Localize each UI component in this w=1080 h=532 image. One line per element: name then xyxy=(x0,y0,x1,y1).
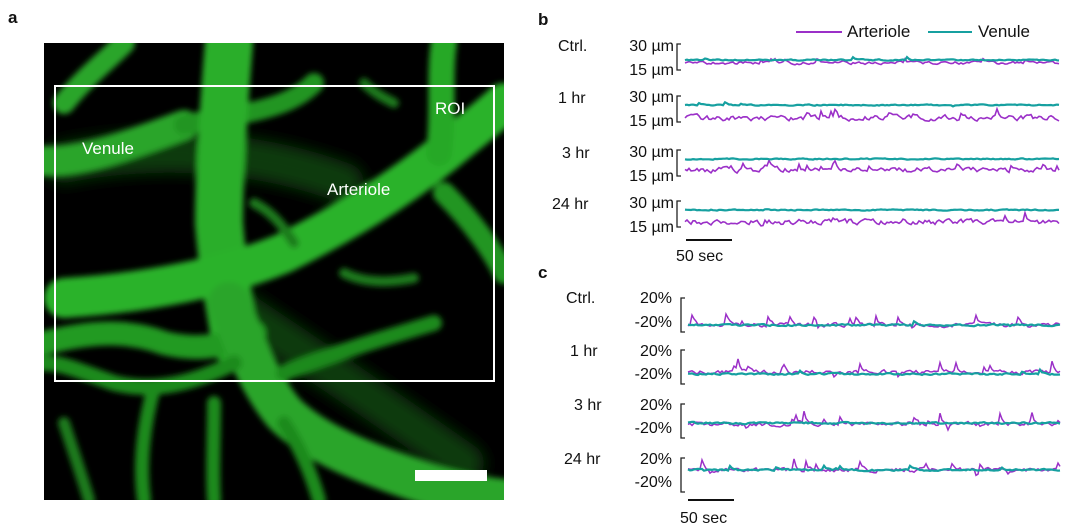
image-scale-bar xyxy=(415,470,487,481)
c-tick-bottom: -20% xyxy=(634,314,672,331)
microscopy-image: Venule Arteriole ROI xyxy=(44,43,504,500)
panel-b-letter: b xyxy=(538,10,549,29)
c-tick-top: 20% xyxy=(639,290,672,307)
b-arteriole-trace xyxy=(684,57,1060,66)
legend-venule-text: Venule xyxy=(978,22,1030,41)
legend-b xyxy=(796,31,972,33)
arteriole-label: Arteriole xyxy=(327,180,391,199)
c-venule-trace xyxy=(687,420,1061,426)
c-row-label: 3 hr xyxy=(574,397,602,414)
b-arteriole-trace xyxy=(684,158,1060,175)
c-venule-trace xyxy=(687,319,1061,328)
c-tick-top: 20% xyxy=(639,343,672,360)
b-venule-trace xyxy=(684,100,1060,108)
legend-arteriole-text: Arteriole xyxy=(847,22,911,41)
c-row-label: 1 hr xyxy=(570,343,598,360)
vessel-network xyxy=(44,43,504,500)
b-row-label: Ctrl. xyxy=(558,38,588,55)
b-tick-top: 30 µm xyxy=(629,144,674,161)
b-axis-bracket xyxy=(676,200,681,228)
b-arteriole-trace xyxy=(684,209,1060,227)
b-row-label: 24 hr xyxy=(552,196,589,213)
b-tick-top: 30 µm xyxy=(629,89,674,106)
b-tick-bottom: 15 µm xyxy=(629,168,674,185)
roi-box xyxy=(54,85,495,382)
b-tick-bottom: 15 µm xyxy=(629,62,674,79)
c-tick-top: 20% xyxy=(639,451,672,468)
c-venule-trace xyxy=(687,463,1061,473)
b-tick-top: 30 µm xyxy=(629,195,674,212)
b-arteriole-trace xyxy=(684,106,1060,123)
b-axis-bracket xyxy=(676,149,681,177)
c-axis-bracket xyxy=(680,349,685,385)
b-axis-bracket xyxy=(676,95,681,123)
c-row-label: 24 hr xyxy=(564,451,601,468)
roi-label: ROI xyxy=(435,99,466,118)
c-row-label: Ctrl. xyxy=(566,290,596,307)
b-axis-bracket xyxy=(676,43,681,71)
c-tick-bottom: -20% xyxy=(634,420,672,437)
c-axis-bracket xyxy=(680,403,685,439)
c-axis-bracket xyxy=(680,457,685,493)
c-scalebar-label: 50 sec xyxy=(680,510,728,527)
panel-a-letter: a xyxy=(8,8,18,27)
b-tick-top: 30 µm xyxy=(629,38,674,55)
c-axis-bracket xyxy=(680,297,685,333)
panel-c-letter: c xyxy=(538,263,548,282)
c-arteriole-trace xyxy=(687,457,1061,477)
b-tick-bottom: 15 µm xyxy=(629,219,674,236)
c-arteriole-trace xyxy=(687,410,1061,432)
c-tick-bottom: -20% xyxy=(634,366,672,383)
c-venule-trace xyxy=(687,367,1061,377)
b-venule-trace xyxy=(684,157,1060,161)
b-scalebar-label: 50 sec xyxy=(676,248,724,265)
venule-label: Venule xyxy=(82,139,134,158)
b-venule-trace xyxy=(684,208,1060,212)
b-row-label: 3 hr xyxy=(562,145,590,162)
b-venule-trace xyxy=(684,55,1060,62)
b-tick-bottom: 15 µm xyxy=(629,113,674,130)
c-tick-top: 20% xyxy=(639,397,672,414)
c-tick-bottom: -20% xyxy=(634,474,672,491)
b-row-label: 1 hr xyxy=(558,90,586,107)
